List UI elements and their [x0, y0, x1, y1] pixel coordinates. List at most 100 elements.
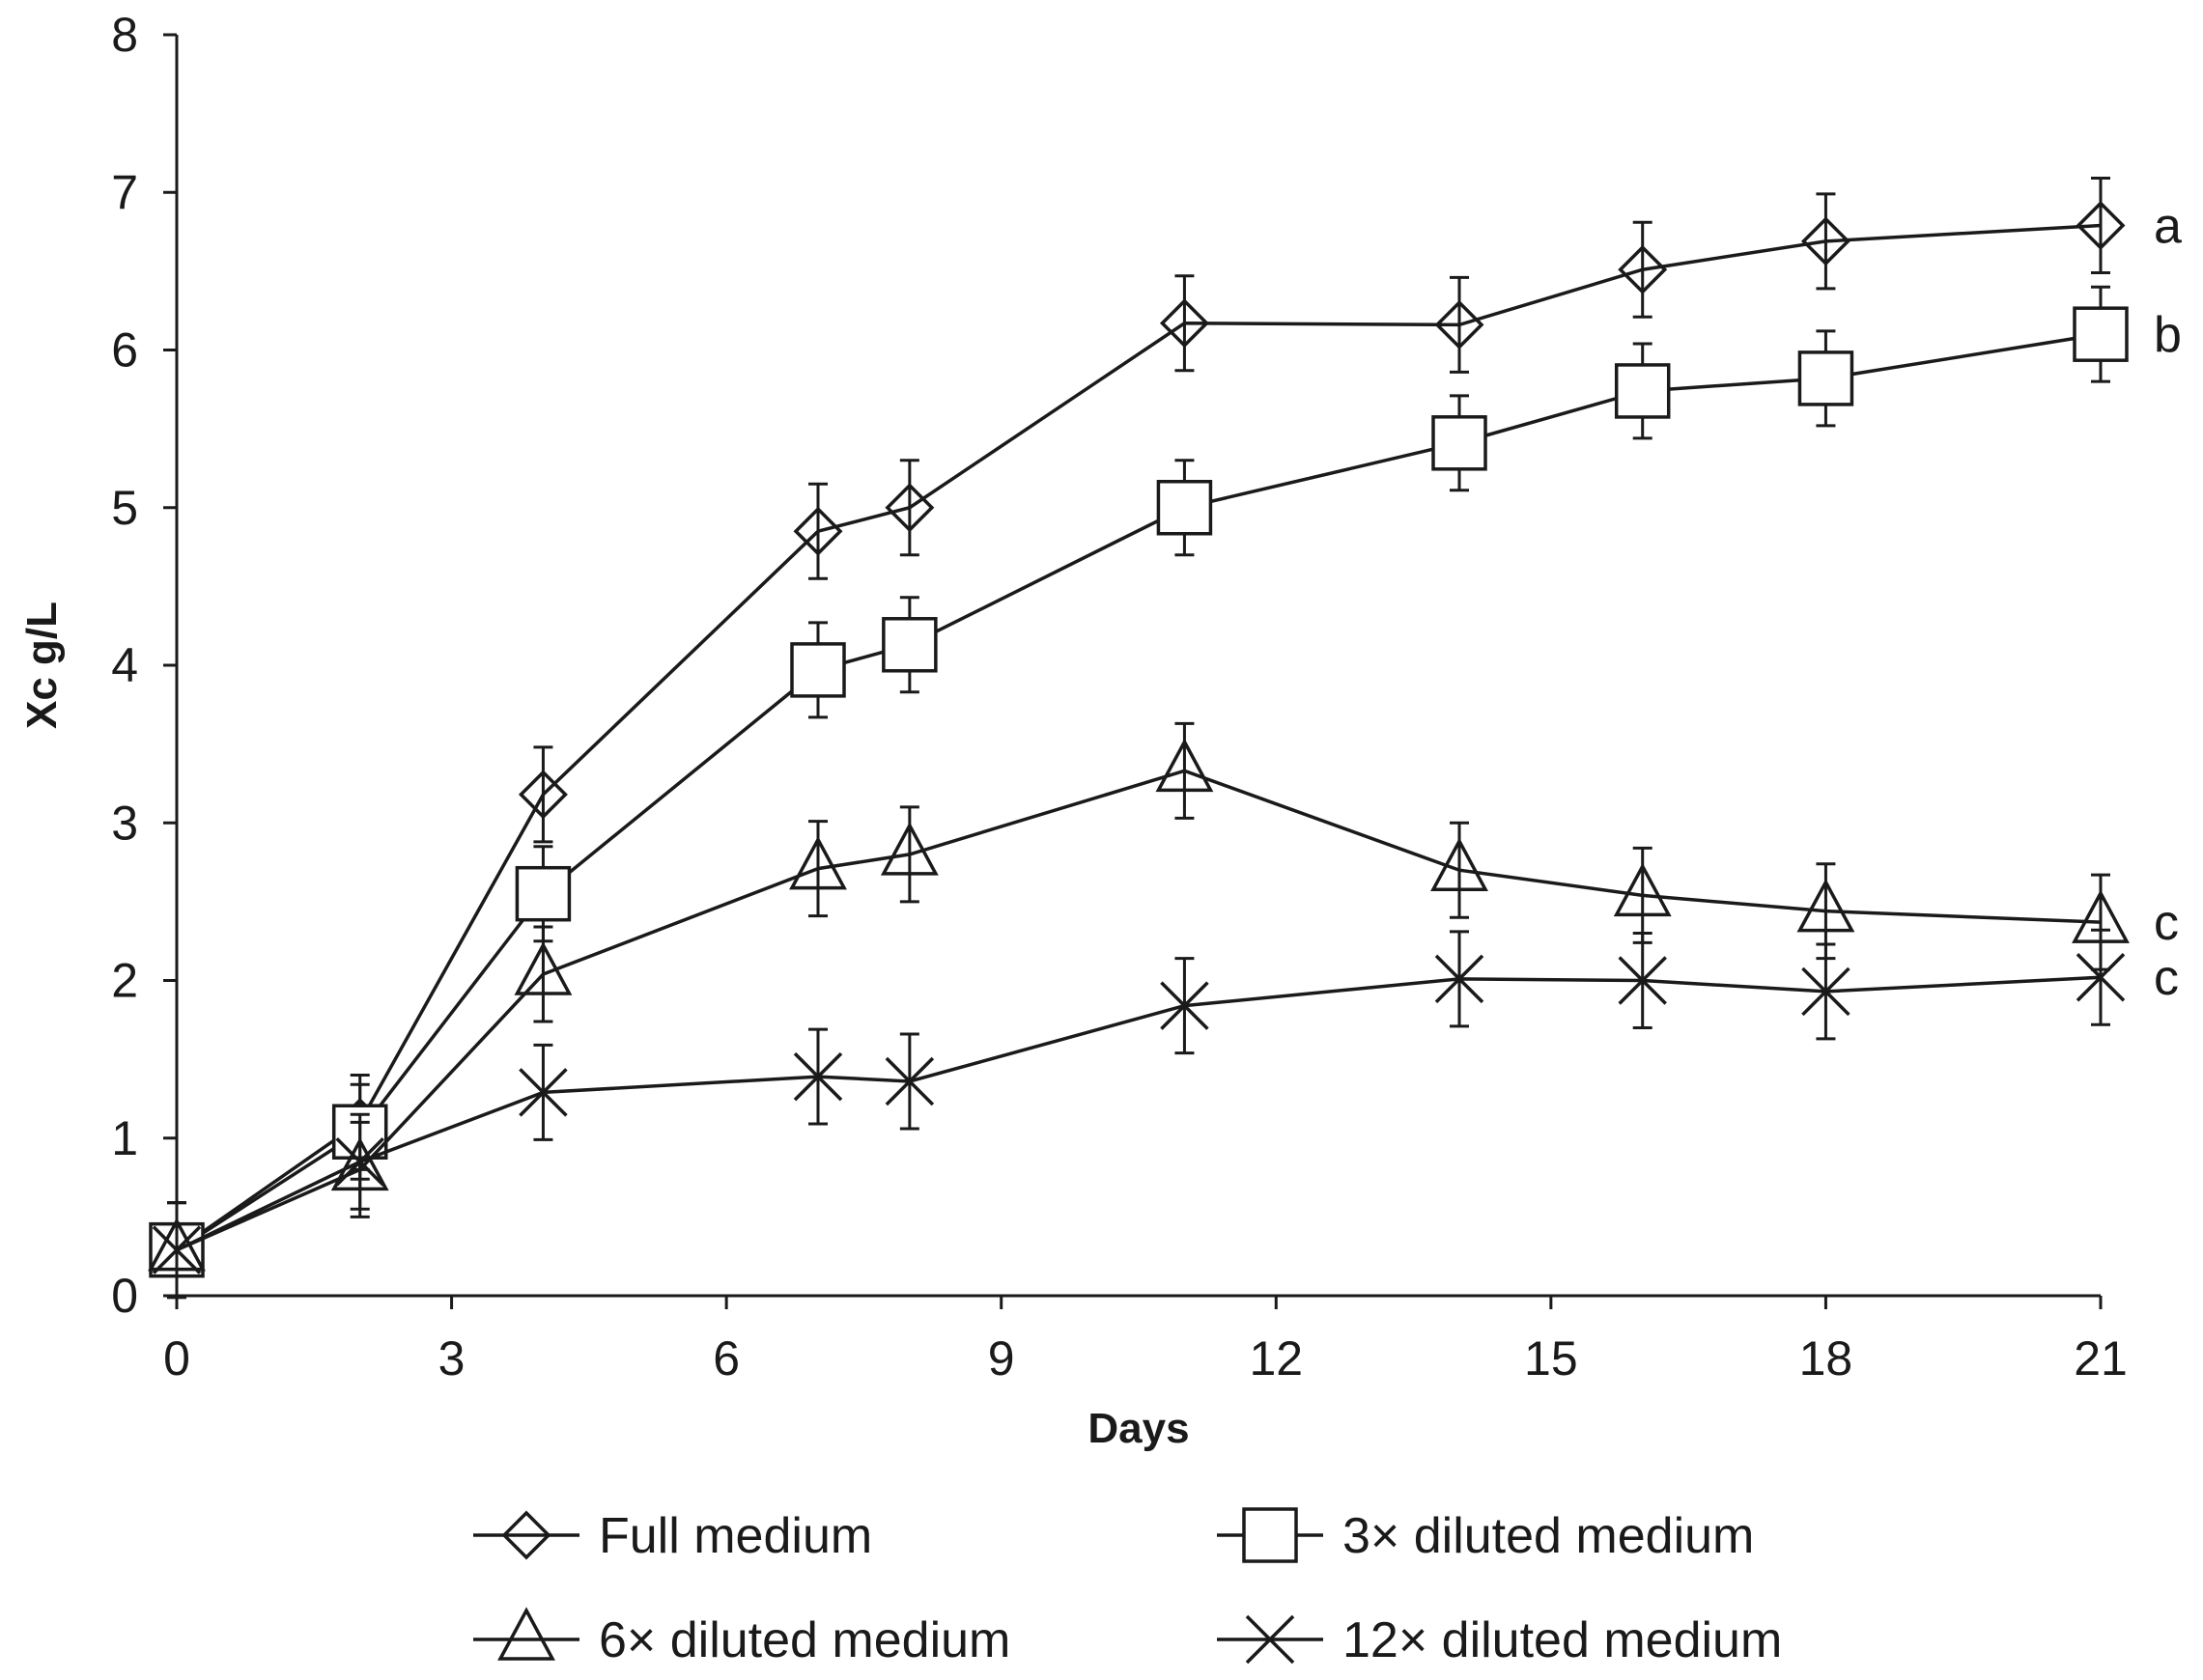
data-point	[885, 483, 935, 533]
marker-stroke	[519, 1068, 568, 1117]
data-point	[882, 617, 938, 673]
legend-item: 3× diluted medium	[1217, 1507, 1754, 1564]
data-point	[1618, 244, 1668, 294]
data-point	[1159, 298, 1209, 349]
data-point	[1434, 954, 1484, 1004]
data-point	[793, 1051, 843, 1102]
series-end-label: c	[2154, 950, 2179, 1006]
error-bar	[1174, 721, 1195, 820]
data-point	[1431, 415, 1487, 471]
legend-marker	[497, 1607, 555, 1661]
error-bar	[1174, 274, 1195, 373]
plot-area: ab cc	[148, 177, 2182, 1300]
data-point	[152, 1225, 202, 1274]
data-point	[880, 822, 939, 876]
y-tick-label: 8	[111, 8, 138, 62]
legend-marker	[501, 1510, 551, 1560]
legend-marker	[1245, 1614, 1295, 1665]
data-point	[789, 835, 847, 890]
marker-stroke	[152, 1225, 202, 1274]
y-tick-label: 0	[111, 1269, 138, 1323]
error-bar	[533, 745, 553, 844]
data-point	[519, 1068, 568, 1117]
data-point	[1613, 862, 1672, 917]
x-tick-label: 18	[1799, 1331, 1853, 1386]
legend-label: 12× diluted medium	[1342, 1612, 1782, 1668]
legend-label: Full medium	[599, 1508, 872, 1564]
y-tick-label: 4	[111, 638, 138, 692]
data-point	[1800, 216, 1850, 266]
legend-label: 3× diluted medium	[1342, 1508, 1754, 1564]
series-end-label: c	[2154, 895, 2179, 951]
x-tick-label: 9	[988, 1331, 1015, 1386]
error-bar	[808, 482, 828, 580]
data-point	[1618, 956, 1667, 1005]
series-end-label: b	[2154, 307, 2182, 363]
marker-stroke	[1801, 966, 1850, 1017]
data-point	[1801, 966, 1850, 1017]
y-axis-title: Xc g/L	[18, 602, 66, 729]
data-point	[1155, 738, 1214, 793]
data-point	[1614, 363, 1671, 419]
data-point	[2076, 201, 2126, 251]
data-point	[1160, 981, 1209, 1030]
marker-stroke	[793, 1051, 843, 1102]
x-tick-label: 6	[713, 1331, 740, 1386]
legend-item: Full medium	[473, 1508, 872, 1564]
data-point	[885, 1056, 935, 1106]
error-bar	[899, 459, 919, 557]
x-tick-label: 3	[438, 1331, 466, 1386]
y-tick-label: 5	[111, 481, 138, 535]
legend-item: 12× diluted medium	[1217, 1612, 1782, 1668]
data-point	[793, 506, 843, 556]
error-bar	[1632, 220, 1652, 319]
marker-stroke	[1618, 956, 1667, 1005]
x-tick-label: 12	[1249, 1331, 1303, 1386]
y-tick-label: 2	[111, 954, 138, 1008]
data-point	[1430, 837, 1488, 891]
legend-marker	[1242, 1507, 1298, 1563]
error-bar	[1816, 192, 1836, 291]
data-point	[1156, 480, 1213, 536]
data-point	[790, 642, 846, 698]
data-point	[514, 941, 573, 995]
x-tick-label: 0	[163, 1331, 190, 1386]
series-x: c	[152, 928, 2179, 1300]
legend-item: 6× diluted medium	[473, 1607, 1010, 1668]
marker-stroke	[885, 1056, 935, 1106]
series-line	[176, 975, 2102, 1252]
data-point	[335, 1137, 384, 1187]
x-tick-label: 21	[2074, 1331, 2128, 1386]
marker-stroke	[1245, 1614, 1295, 1665]
marker-stroke	[2076, 952, 2126, 1002]
y-tick-label: 3	[111, 796, 138, 850]
data-point	[2073, 306, 2129, 362]
data-point	[515, 865, 572, 922]
marker-stroke	[1434, 954, 1484, 1004]
y-tick-label: 6	[111, 323, 138, 378]
data-point	[1797, 350, 1854, 406]
legend: Full medium 3× diluted medium 6× diluted m…	[473, 1507, 1782, 1668]
series-end-label: a	[2154, 199, 2182, 255]
x-axis-title: Days	[1087, 1405, 1189, 1452]
error-bar	[2091, 177, 2110, 275]
x-tick-label: 15	[1524, 1331, 1578, 1386]
series-line	[175, 223, 2102, 1252]
series-square: b	[149, 285, 2182, 1300]
series-line	[176, 769, 2102, 1252]
y-tick-label: 7	[111, 165, 138, 219]
data-point	[1434, 299, 1484, 350]
error-bar	[1450, 275, 1469, 374]
legend-label: 6× diluted medium	[599, 1612, 1010, 1668]
data-point	[1796, 878, 1855, 933]
marker-stroke	[335, 1137, 384, 1187]
series-line	[176, 332, 2102, 1252]
series-diamond: a	[152, 177, 2182, 1300]
marker-stroke	[1160, 981, 1209, 1030]
y-tick-label: 1	[111, 1111, 138, 1165]
data-point	[518, 770, 568, 820]
data-point	[2076, 952, 2126, 1002]
